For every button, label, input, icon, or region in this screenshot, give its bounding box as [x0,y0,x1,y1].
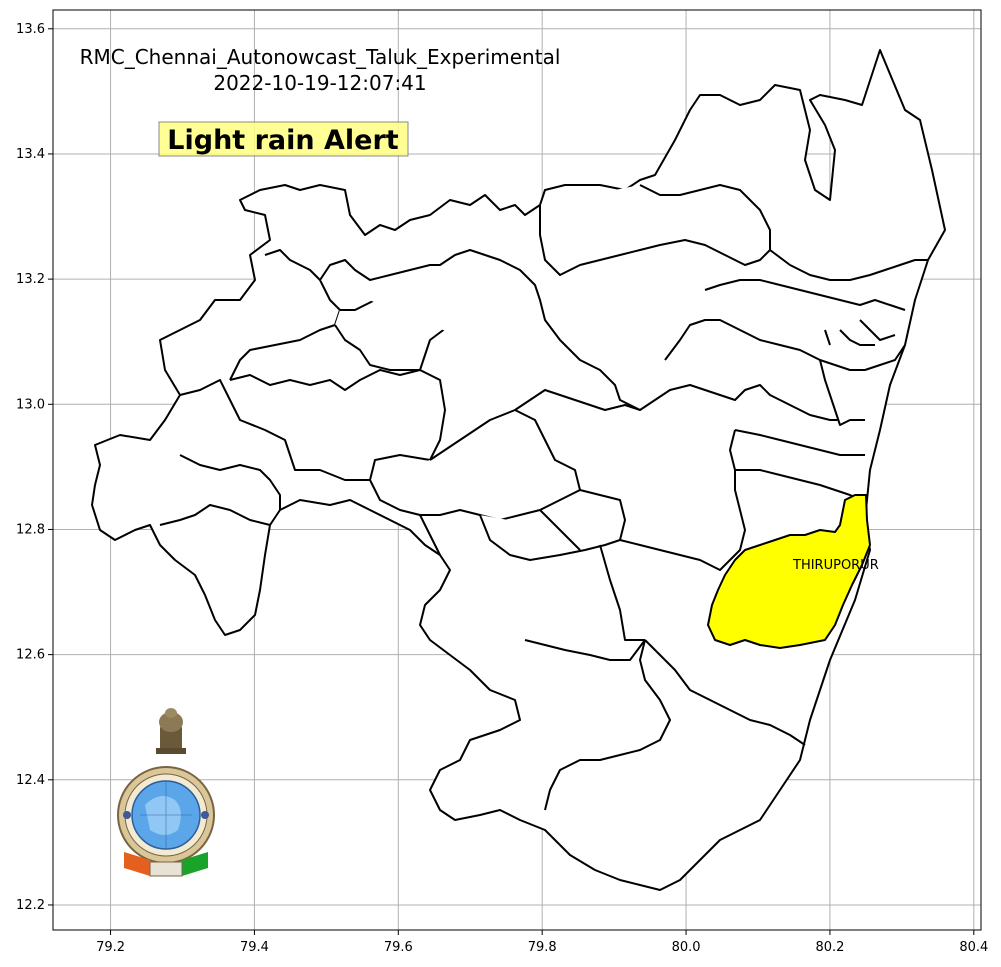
taluk-boundary [704,279,906,311]
taluk-boundary [514,384,865,421]
x-tick-label: 80.4 [959,940,988,955]
title-line-1: RMC_Chennai_Autonowcast_Taluk_Experiment… [80,45,561,69]
taluk-boundary [544,639,806,811]
y-tick-label: 13.2 [16,272,45,287]
x-tick-label: 80.2 [815,940,844,955]
title-line-2: 2022-10-19-12:07:41 [213,71,426,95]
ashoka-emblem-icon [156,708,186,754]
taluk-boundary [819,319,896,426]
taluk-boundaries [91,49,946,891]
taluk-boundary [419,514,621,561]
thiruporur-label: THIRUPORUR [792,558,879,573]
alert-label: Light rain Alert [167,125,399,156]
y-tick-label: 12.2 [16,898,45,913]
x-axis: 79.2 79.4 79.6 79.8 80.0 80.2 80.4 [96,930,988,955]
x-tick-label: 79.2 [96,940,125,955]
x-tick-label: 79.6 [384,940,413,955]
y-tick-label: 13.4 [16,147,45,162]
x-tick-label: 80.0 [672,940,701,955]
y-tick-label: 12.6 [16,648,45,663]
y-tick-label: 13.0 [16,397,45,412]
y-tick-label: 12.4 [16,773,45,788]
taluk-boundary [579,470,746,571]
x-tick-label: 79.4 [240,940,269,955]
taluk-boundary [319,249,641,411]
y-axis: 12.2 12.4 12.6 12.8 13.0 13.2 13.4 13.6 [16,22,53,913]
taluk-boundary [769,249,928,281]
y-tick-label: 12.8 [16,522,45,537]
imd-logo [117,708,215,877]
x-tick-label: 79.8 [528,940,557,955]
axes-frame [52,9,982,931]
taluk-boundary [729,429,865,501]
taluk-boundary [524,509,646,661]
taluk-boundary [664,319,906,371]
alert-box [158,121,409,157]
y-tick-label: 13.6 [16,22,45,37]
thiruporur-taluk-highlight [707,494,871,649]
taluk-boundary [159,454,281,526]
taluk-boundary [539,184,771,276]
taluk-boundary [179,369,446,481]
taluk-boundary [369,409,581,521]
